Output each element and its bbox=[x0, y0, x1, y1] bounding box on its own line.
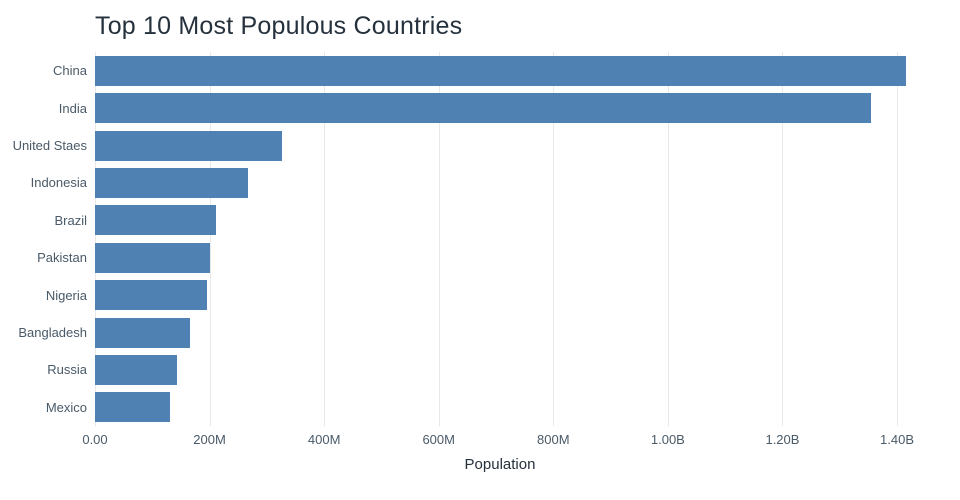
bar-row: Bangladesh bbox=[18, 314, 940, 351]
gridline bbox=[667, 52, 669, 426]
chart-title: Top 10 Most Populous Countries bbox=[95, 12, 463, 40]
x-axis-ticks: 0.00 200M 400M 600M 800M 1.00B 1.20B 1.40B bbox=[82, 432, 940, 450]
gridline bbox=[95, 52, 96, 426]
gridline bbox=[782, 52, 784, 426]
gridline bbox=[897, 52, 899, 426]
y-axis-label: Nigeria bbox=[45, 287, 87, 303]
bar-row: China bbox=[53, 52, 940, 89]
x-tick-label: 1.40B bbox=[880, 432, 915, 447]
bar-bangladesh[interactable] bbox=[95, 317, 191, 348]
bar-row: Russia bbox=[47, 351, 940, 388]
bar-russia[interactable] bbox=[95, 354, 178, 385]
y-axis-label: Brazil bbox=[54, 212, 87, 228]
x-tick-label: 400M bbox=[307, 432, 341, 447]
bar-china[interactable] bbox=[95, 55, 906, 86]
gridline bbox=[553, 52, 555, 426]
bar-pakistan[interactable] bbox=[95, 242, 211, 273]
gridline bbox=[438, 52, 440, 426]
x-tick-label: 200M bbox=[193, 432, 226, 447]
bar-row: Nigeria bbox=[46, 276, 940, 313]
gridlines bbox=[95, 52, 940, 426]
bar-row: Pakistan bbox=[37, 239, 940, 276]
bar-rows: China India United Staes Indonesia Brazil Pak… bbox=[13, 52, 940, 426]
bar-nigeria[interactable] bbox=[95, 280, 208, 311]
x-tick-label: 600M bbox=[422, 432, 455, 447]
y-axis-label: Indonesia bbox=[30, 175, 87, 191]
y-axis-label: Pakistan bbox=[37, 250, 87, 266]
x-axis-title: Population bbox=[464, 456, 536, 473]
x-tick-label: 1.00B bbox=[650, 432, 685, 447]
bar-united-staes[interactable] bbox=[95, 130, 283, 161]
bar-row: Mexico bbox=[46, 389, 940, 426]
bar-row: Indonesia bbox=[31, 164, 940, 201]
x-tick-label: 0.00 bbox=[82, 432, 108, 447]
y-axis-label: Mexico bbox=[45, 399, 87, 415]
y-axis-label: Russia bbox=[47, 362, 87, 378]
bar-brazil[interactable] bbox=[95, 205, 216, 236]
x-tick-label: 800M bbox=[537, 432, 570, 447]
y-axis-label: United Staes bbox=[12, 138, 87, 154]
bar-row: Brazil bbox=[54, 202, 940, 239]
bar-indonesia[interactable] bbox=[95, 167, 248, 198]
y-axis-label: India bbox=[58, 100, 87, 116]
y-axis-label: China bbox=[53, 63, 87, 79]
bar-row: United Staes bbox=[13, 127, 940, 164]
y-axis-label: Bangladesh bbox=[18, 325, 87, 341]
gridline bbox=[324, 52, 326, 426]
plot-area: China India United Staes Indonesia Brazil Pak… bbox=[13, 52, 940, 426]
bar-india[interactable] bbox=[95, 93, 871, 124]
gridline bbox=[209, 52, 211, 426]
bar-row: India bbox=[59, 89, 940, 126]
bar-mexico[interactable] bbox=[95, 392, 171, 423]
x-tick-label: 1.20B bbox=[765, 432, 800, 447]
